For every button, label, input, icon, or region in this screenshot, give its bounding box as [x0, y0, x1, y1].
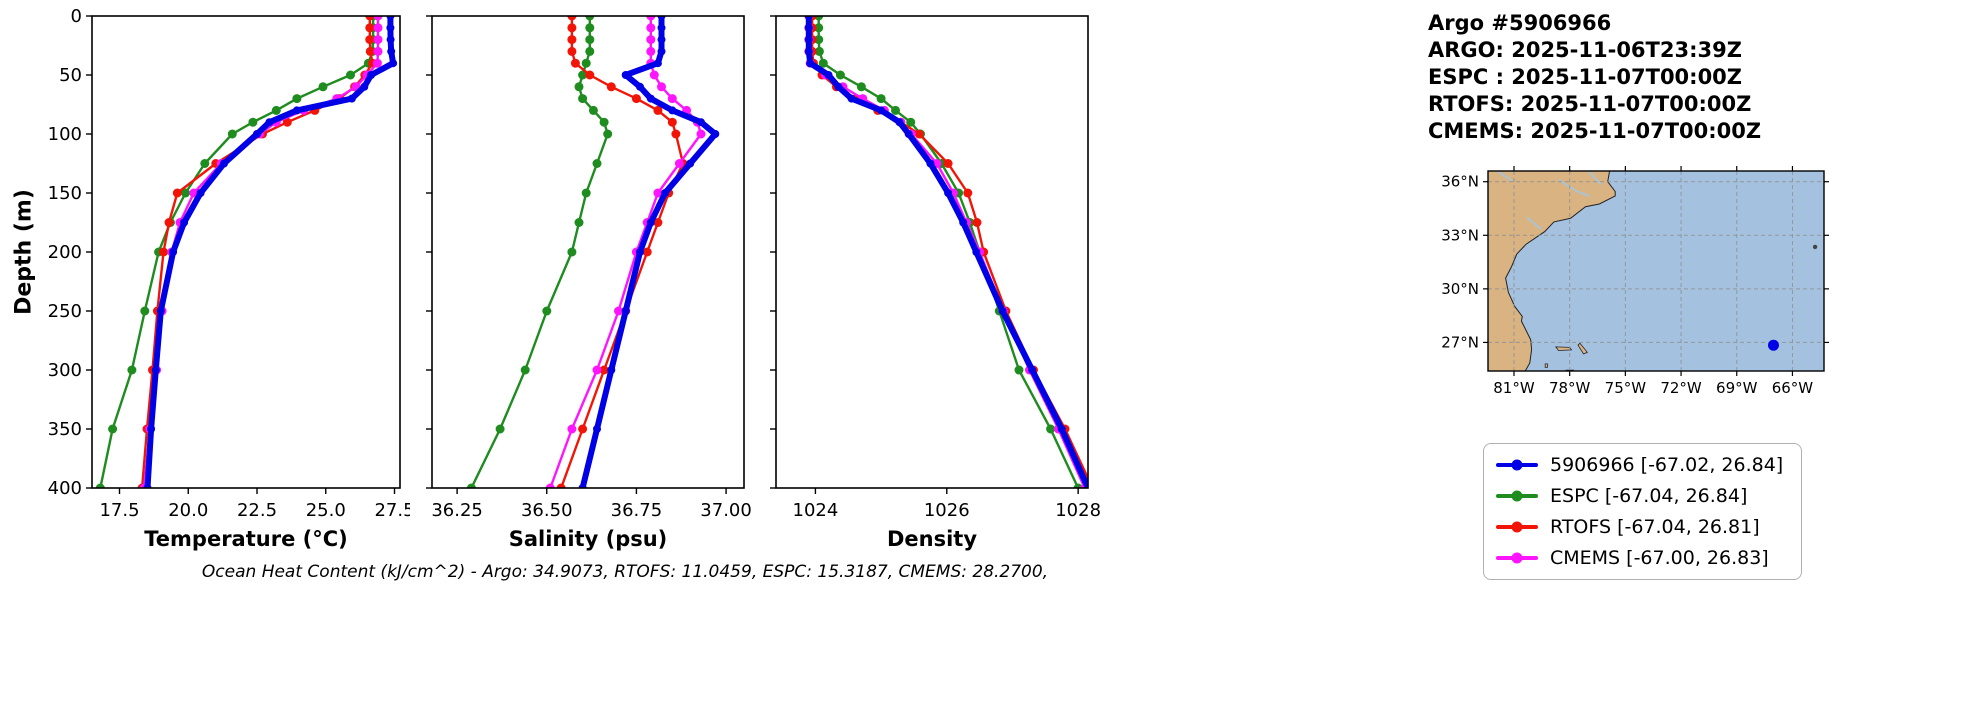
legend-line-cmems	[1496, 552, 1538, 564]
legend-label-espc: ESPC [-67.04, 26.84]	[1550, 485, 1748, 507]
svg-text:50: 50	[59, 65, 82, 86]
svg-text:22.5: 22.5	[237, 500, 277, 521]
legend-marker-argo	[1511, 459, 1523, 471]
svg-text:78°W: 78°W	[1549, 379, 1591, 397]
legend-marker-cmems	[1511, 552, 1523, 564]
svg-text:37.00: 37.00	[700, 500, 752, 521]
location-map: 81°W 78°W 75°W 72°W 69°W 66°W 36°N 33°N 30°N 27°N	[1441, 166, 1829, 397]
profile-charts-area: Depth (m) 17.5 20.0 22.5 25.0 27.5 0 50 100 150 2…	[0, 0, 1175, 582]
legend-label-cmems: CMEMS [-67.00, 26.83]	[1550, 547, 1769, 569]
legend-item-argo: 5906966 [-67.02, 26.84]	[1496, 454, 1783, 476]
svg-text:36.50: 36.50	[521, 500, 573, 521]
map-holder: 81°W 78°W 75°W 72°W 69°W 66°W 36°N 33°N 30°N 27°N	[1436, 161, 1958, 417]
legend-label-rtofs: RTOFS [-67.04, 26.81]	[1550, 516, 1760, 538]
svg-text:300: 300	[48, 360, 82, 381]
svg-text:69°W: 69°W	[1716, 379, 1758, 397]
legend-marker-rtofs	[1511, 521, 1523, 533]
legend-label-argo: 5906966 [-67.02, 26.84]	[1550, 454, 1784, 476]
svg-text:25.0: 25.0	[306, 500, 346, 521]
svg-text:33°N: 33°N	[1441, 226, 1479, 244]
svg-text:20.0: 20.0	[168, 500, 208, 521]
svg-text:36.75: 36.75	[611, 500, 663, 521]
legend-item-rtofs: RTOFS [-67.04, 26.81]	[1496, 516, 1783, 538]
svg-text:66°W: 66°W	[1772, 379, 1814, 397]
svg-text:150: 150	[48, 183, 82, 204]
salinity-profile-chart: 36.25 36.50 36.75 37.00 Salinity (psu)	[426, 15, 752, 551]
svg-text:100: 100	[48, 124, 82, 145]
svg-text:72°W: 72°W	[1660, 379, 1702, 397]
espc-timestamp: ESPC : 2025-11-07T00:00Z	[1428, 65, 1743, 89]
svg-text:36.25: 36.25	[431, 500, 483, 521]
svg-text:17.5: 17.5	[99, 500, 139, 521]
float-info-block: Argo #5906966 ARGO: 2025-11-06T23:39Z ES…	[1428, 10, 1958, 145]
svg-text:27.5: 27.5	[374, 500, 410, 521]
svg-text:27°N: 27°N	[1441, 333, 1479, 351]
legend-item-cmems: CMEMS [-67.00, 26.83]	[1496, 547, 1783, 569]
svg-text:Temperature (°C): Temperature (°C)	[144, 527, 347, 551]
depth-axis-label: Depth (m)	[11, 189, 37, 315]
legend-line-argo	[1496, 459, 1538, 471]
svg-text:75°W: 75°W	[1605, 379, 1647, 397]
svg-text:30°N: 30°N	[1441, 280, 1479, 298]
legend-marker-espc	[1511, 490, 1523, 502]
svg-text:1024: 1024	[793, 500, 839, 521]
svg-text:350: 350	[48, 419, 82, 440]
density-profile-chart: 1024 1026 1028 Density	[770, 15, 1101, 551]
svg-text:250: 250	[48, 301, 82, 322]
legend-item-espc: ESPC [-67.04, 26.84]	[1496, 485, 1783, 507]
float-title: Argo #5906966	[1428, 11, 1612, 35]
legend-line-rtofs	[1496, 521, 1538, 533]
svg-text:1028: 1028	[1055, 500, 1101, 521]
svg-text:1026: 1026	[924, 500, 970, 521]
svg-text:81°W: 81°W	[1493, 379, 1535, 397]
svg-text:Salinity (psu): Salinity (psu)	[509, 527, 668, 551]
legend-line-espc	[1496, 490, 1538, 502]
svg-text:0: 0	[71, 6, 82, 27]
svg-text:Density: Density	[887, 527, 977, 551]
temperature-profile-chart: 17.5 20.0 22.5 25.0 27.5 0 50 100 150 200 250 300 35…	[48, 6, 410, 551]
cmems-timestamp: CMEMS: 2025-11-07T00:00Z	[1428, 119, 1762, 143]
svg-text:36°N: 36°N	[1441, 173, 1479, 191]
argo-timestamp: ARGO: 2025-11-06T23:39Z	[1428, 38, 1742, 62]
legend: 5906966 [-67.02, 26.84] ESPC [-67.04, 26…	[1483, 443, 1803, 580]
svg-text:400: 400	[48, 478, 82, 499]
rtofs-timestamp: RTOFS: 2025-11-07T00:00Z	[1428, 92, 1752, 116]
ocean-heat-content-caption: Ocean Heat Content (kJ/cm^2) - Argo: 34.…	[201, 562, 1049, 582]
svg-text:200: 200	[48, 242, 82, 263]
charts-row: 17.5 20.0 22.5 25.0 27.5 0 50 100 150 200 250 300 35…	[30, 2, 1175, 558]
info-panel: Argo #5906966 ARGO: 2025-11-06T23:39Z ES…	[1428, 10, 1958, 580]
